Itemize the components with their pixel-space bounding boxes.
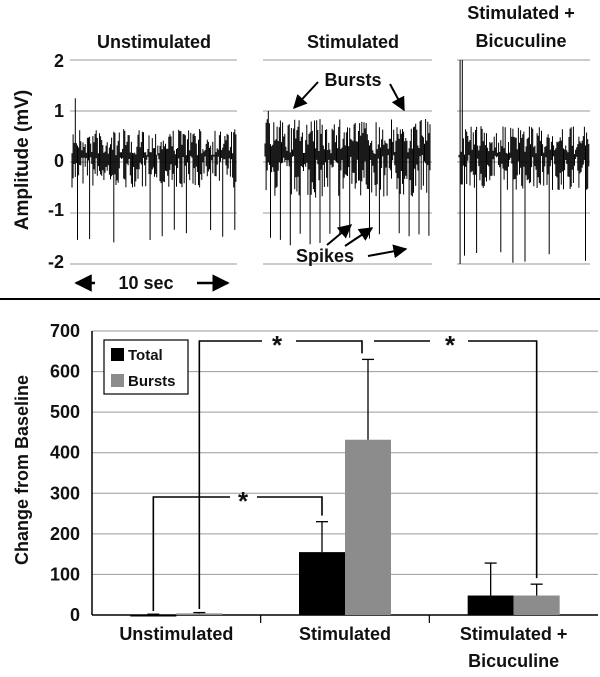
significance-star: *: [238, 486, 249, 516]
time-scale-label: 10 sec: [118, 273, 173, 293]
bar-yticks: 0 100 200 300 400 500 600 700: [50, 321, 80, 625]
legend: Total Bursts: [103, 339, 189, 395]
top-ytick-2: 2: [54, 51, 64, 71]
time-scale-bar: 10 sec: [74, 273, 230, 293]
bar-bursts: [176, 613, 223, 615]
trace-panels: [70, 59, 590, 265]
significance-bracket: [374, 340, 538, 579]
bar-series: [130, 358, 560, 617]
legend-swatch-bursts: [111, 374, 124, 387]
significance-star: *: [445, 330, 456, 360]
bar-ytick-label: 0: [70, 605, 80, 625]
top-ytick-1: 1: [54, 101, 64, 121]
bar-ytick-label: 300: [50, 483, 80, 503]
bar-ylabel: Change from Baseline: [12, 375, 32, 565]
bursts-annotation: Bursts: [324, 70, 381, 90]
trace-line: [458, 60, 590, 264]
significance-bracket: [152, 496, 323, 611]
trace-line: [71, 98, 237, 243]
panel-title-stimulated: Stimulated: [307, 32, 399, 52]
spikes-arrow-3: [367, 244, 408, 259]
significance-star: *: [272, 330, 283, 360]
legend-label-bursts: Bursts: [128, 373, 176, 390]
bar-ytick-label: 100: [50, 564, 80, 584]
bar-total: [467, 595, 514, 615]
trace-line: [264, 111, 431, 246]
bar-ytick-label: 500: [50, 402, 80, 422]
bar-total: [299, 552, 345, 615]
bar-category-label: Bicuculine: [468, 651, 559, 671]
bar-bursts: [513, 595, 560, 615]
bursts-arrow-left: [293, 81, 319, 110]
significance-bracket: [198, 340, 363, 609]
top-ytick-neg1: -1: [48, 200, 64, 220]
bar-bursts: [345, 439, 391, 615]
top-ylabel: Amplitude (mV): [12, 90, 33, 230]
trace-panel: [70, 59, 237, 265]
top-yticks: 2 1 0 -1 -2: [48, 51, 64, 272]
panel-title-bicuculine-line2: Bicuculine: [475, 31, 566, 51]
bar-ytick-label: 200: [50, 524, 80, 544]
panel-title-unstimulated: Unstimulated: [97, 32, 211, 52]
bar-total: [130, 615, 177, 617]
legend-swatch-total: [111, 348, 124, 361]
bar-category-label: Stimulated +: [460, 624, 568, 644]
spikes-arrow-1: [326, 224, 353, 246]
top-ytick-0: 0: [54, 151, 64, 171]
panel-title-bicuculine-line1: Stimulated +: [467, 3, 575, 23]
bursts-arrow-right: [389, 83, 405, 112]
bar-category-label: Unstimulated: [119, 624, 233, 644]
bar-ytick-label: 400: [50, 443, 80, 463]
bar-category-labels: Unstimulated Stimulated Stimulated + Bicucu…: [119, 624, 567, 671]
significance-brackets: * * *: [152, 330, 538, 611]
bar-category-label: Stimulated: [299, 624, 391, 644]
spikes-annotation: Spikes: [296, 246, 354, 266]
trace-panel: [263, 59, 432, 265]
top-ytick-neg2: -2: [48, 252, 64, 272]
spikes-arrow-2: [344, 227, 374, 247]
bar-ytick-label: 700: [50, 321, 80, 341]
legend-label-total: Total: [128, 347, 163, 364]
trace-panel: [457, 59, 590, 265]
bar-ytick-label: 600: [50, 362, 80, 382]
